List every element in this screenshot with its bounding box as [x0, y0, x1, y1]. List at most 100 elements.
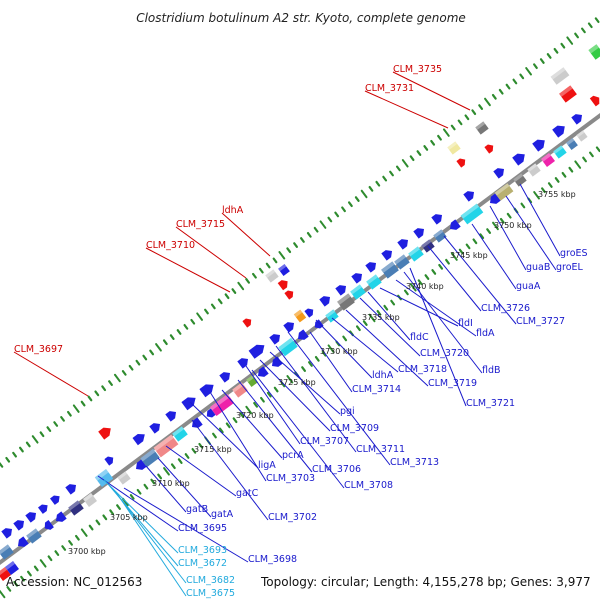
- gene-shine: [541, 153, 552, 162]
- gene-box: [26, 528, 42, 544]
- gene-box: [83, 493, 97, 507]
- gene-feature: [104, 456, 114, 466]
- gene-feature: [337, 293, 355, 311]
- tick-mark: [31, 435, 39, 444]
- gene-feature: [83, 493, 97, 507]
- gene-feature: [209, 394, 235, 416]
- tick-mark: [589, 151, 594, 158]
- tick-mark: [239, 412, 245, 418]
- tick-mark: [210, 303, 216, 310]
- tick-mark: [26, 570, 32, 577]
- gene-label: CLM_3693: [178, 545, 227, 556]
- tick-mark: [561, 171, 567, 178]
- gene-arrow: [50, 495, 60, 505]
- tick-mark: [546, 53, 552, 59]
- gene-label: CLM_3735: [393, 64, 442, 75]
- tick-mark: [554, 177, 560, 183]
- gene-feature: [98, 427, 111, 440]
- tick-mark: [525, 67, 532, 76]
- gene-arrow: [397, 239, 409, 250]
- gene-feature: [257, 366, 269, 377]
- gene-shine: [513, 173, 524, 182]
- gene-feature: [527, 163, 541, 177]
- gene-box: [117, 471, 131, 485]
- gene-label: CLM_3695: [178, 523, 227, 534]
- leader-line: [97, 475, 179, 532]
- tick-mark: [80, 528, 88, 537]
- gene-feature: [284, 290, 294, 300]
- tick-mark: [327, 216, 333, 223]
- gene-box: [265, 269, 279, 283]
- gene-feature: [278, 337, 298, 357]
- gene-shine: [408, 246, 420, 257]
- gene-shine: [366, 274, 378, 285]
- gene-arrow: [165, 411, 177, 422]
- gene-feature: [26, 528, 42, 544]
- gene-shine: [325, 309, 336, 318]
- gene-arrow: [365, 262, 377, 273]
- leader-line: [287, 331, 391, 466]
- tick-mark: [13, 580, 19, 587]
- leader-line: [367, 291, 411, 341]
- tick-mark: [342, 335, 348, 342]
- gene-shine: [232, 382, 244, 393]
- kbp-scale-labels: 3700 kbp 3705 kbp 3710 kbp 3715 kbp 3720 kbp…: [68, 190, 576, 556]
- tick-mark: [574, 32, 579, 39]
- gene-shine: [588, 44, 599, 54]
- tick-mark: [539, 58, 545, 64]
- tick-mark: [409, 155, 415, 162]
- gene-feature: [408, 246, 424, 262]
- gene-feature: [265, 269, 279, 283]
- leader-line: [245, 365, 301, 445]
- tick-mark: [505, 83, 511, 90]
- gene-arrow: [132, 434, 145, 446]
- gene-label: CLM_3703: [266, 473, 315, 484]
- gene-feature: [365, 262, 377, 273]
- leader-line: [409, 267, 467, 407]
- gene-box: [576, 130, 588, 142]
- tick-mark: [129, 494, 135, 500]
- tick-mark: [183, 323, 189, 330]
- gene-arrow: [413, 228, 425, 239]
- leader-line: [392, 71, 471, 111]
- gene-shine: [475, 121, 486, 130]
- tick-mark: [499, 217, 505, 224]
- leader-line: [275, 345, 357, 453]
- tick-mark: [25, 441, 31, 448]
- kbp-label: 3725 kbp: [278, 378, 316, 387]
- gene-box: [232, 382, 248, 398]
- gene-box: [337, 293, 355, 311]
- map-title: Clostridium botulinum A2 str. Kyoto, com…: [136, 11, 466, 25]
- gene-feature: [413, 228, 425, 239]
- leader-line: [519, 183, 561, 257]
- gene-label: gatB: [186, 504, 208, 515]
- gene-arrow: [484, 144, 494, 154]
- leader-line: [237, 379, 313, 473]
- gene-feature: [550, 67, 570, 85]
- gene-arrow: [271, 356, 283, 367]
- gene-arrow: [284, 290, 294, 300]
- tick-mark: [360, 189, 368, 199]
- tick-mark: [327, 344, 335, 353]
- gene-arrow: [98, 427, 111, 440]
- gene-feature: [381, 261, 399, 279]
- tick-mark: [464, 114, 470, 121]
- gene-feature: [552, 125, 565, 138]
- tick-mark: [253, 401, 259, 408]
- gene-box: [172, 426, 188, 442]
- gene-label: CLM_3713: [390, 457, 439, 468]
- gene-arrow: [237, 358, 249, 369]
- tick-mark: [519, 73, 525, 80]
- kbp-label: 3740 kbp: [406, 282, 444, 291]
- tick-mark: [401, 159, 409, 168]
- kbp-label: 3750 kbp: [494, 221, 532, 230]
- gene-arrow: [489, 193, 501, 204]
- tick-mark: [492, 221, 499, 231]
- gene-label: pcrA: [282, 450, 304, 461]
- tick-mark: [101, 385, 107, 392]
- gene-feature: [293, 309, 307, 323]
- gene-feature: [553, 145, 567, 159]
- tick-mark: [457, 119, 463, 126]
- gene-box: [278, 337, 298, 357]
